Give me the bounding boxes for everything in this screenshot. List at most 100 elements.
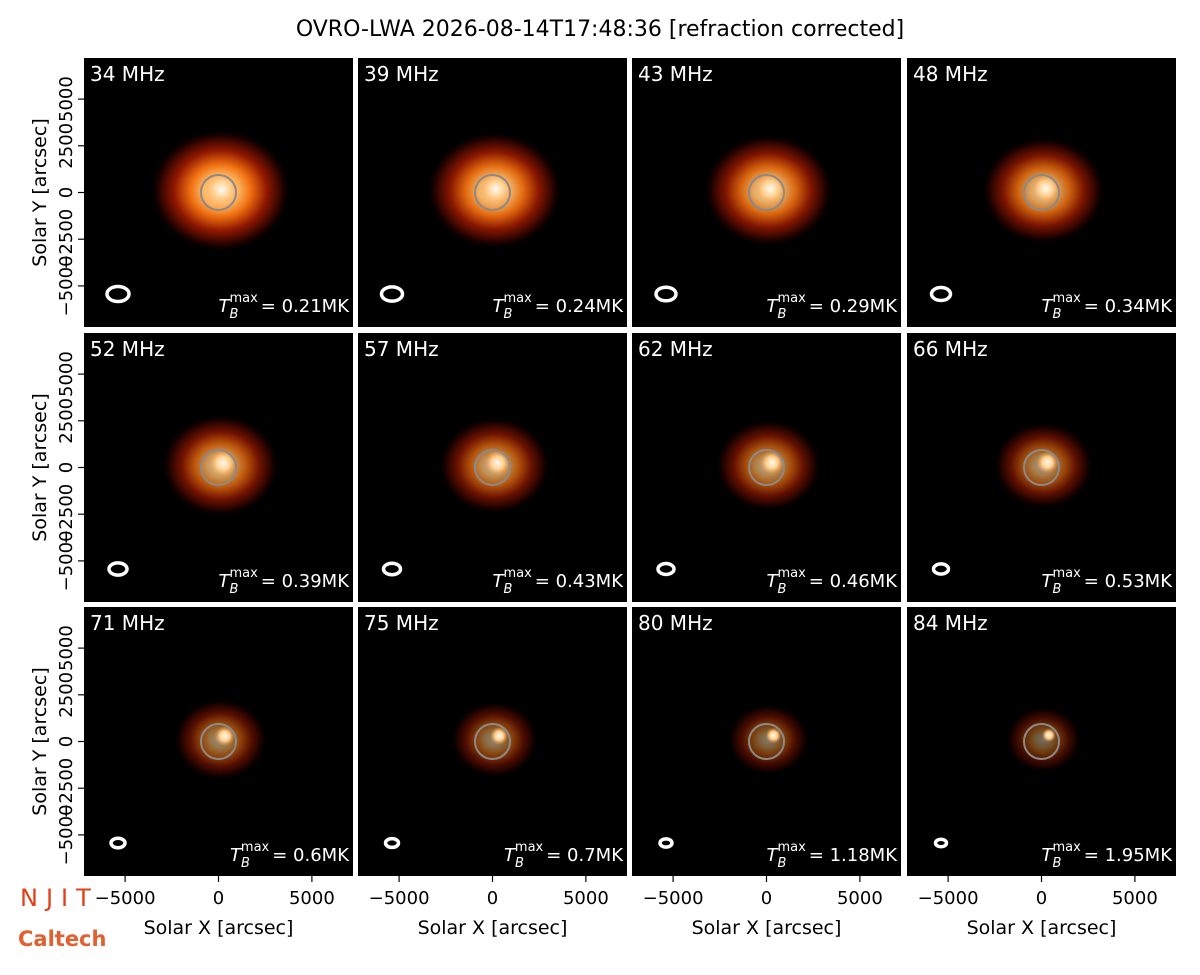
y-tick-label: 5000	[56, 351, 77, 397]
tb-sub: B	[515, 856, 524, 871]
tb-max-label: TBmax = 0.43MK	[493, 566, 625, 597]
panel: 62 MHz TBmax = 0.46MK	[632, 333, 901, 602]
tb-value: = 0.39MK	[261, 571, 350, 592]
panel-title: 57 MHz	[364, 337, 439, 361]
emission-core	[214, 726, 235, 747]
panel: 75 MHz TBmax = 0.7MK	[358, 607, 627, 876]
panel-title: 52 MHz	[90, 337, 165, 361]
panel: 71 MHz TBmax = 0.6MK	[84, 607, 353, 876]
emission-core	[1041, 728, 1056, 743]
tb-symbol: T	[493, 296, 506, 317]
tb-sub: B	[1053, 307, 1062, 322]
panel-title: 71 MHz	[90, 611, 165, 635]
beam	[109, 836, 127, 850]
x-axis-label: Solar X [arcsec]	[692, 917, 842, 939]
y-tick-label: −5000	[56, 804, 77, 865]
beam	[931, 562, 951, 576]
solar-limb	[748, 723, 785, 760]
solar-limb	[474, 174, 511, 211]
y-tick-label: 2500	[56, 672, 77, 718]
beam	[381, 561, 403, 577]
solar-limb	[200, 174, 237, 211]
panel-title: 75 MHz	[364, 611, 439, 635]
tb-max-label: TBmax = 1.18MK	[767, 840, 899, 871]
x-axis-label: Solar X [arcsec]	[967, 917, 1117, 939]
tb-symbol: T	[767, 571, 780, 592]
tb-value: = 0.21MK	[261, 296, 350, 317]
panel: 84 MHz TBmax = 1.95MK	[907, 607, 1176, 876]
x-tick-label: −5000	[95, 888, 156, 909]
tb-sup: max	[229, 291, 258, 306]
tb-value: = 0.7MK	[546, 845, 624, 866]
tb-sub: B	[1053, 582, 1062, 597]
y-tick-label: 5000	[56, 625, 77, 671]
tb-symbol: T	[219, 571, 232, 592]
beam	[654, 285, 678, 303]
emission-core	[1030, 173, 1061, 204]
y-tick-label: 2500	[56, 123, 77, 169]
y-axis-label: Solar Y [arcsec]	[29, 118, 51, 266]
tb-value: = 0.34MK	[1084, 296, 1173, 317]
y-tick-label: −2500	[56, 484, 77, 545]
tb-value: = 1.18MK	[809, 845, 898, 866]
tb-sub: B	[778, 307, 787, 322]
y-tick-label: 0	[56, 736, 77, 747]
y-tick-label: −5000	[56, 530, 77, 591]
solar-limb	[200, 449, 237, 486]
logo-caltech: Caltech	[18, 927, 106, 951]
panel-title: 34 MHz	[90, 62, 165, 86]
beam	[929, 285, 953, 303]
x-tick-label: 5000	[289, 888, 335, 909]
beam	[383, 836, 401, 850]
y-tick-label: 0	[56, 462, 77, 473]
tb-sub: B	[778, 856, 787, 871]
tb-value: = 1.95MK	[1084, 845, 1173, 866]
tb-sup: max	[777, 566, 806, 581]
tb-sup: max	[241, 840, 270, 855]
tb-value: = 0.24MK	[535, 296, 624, 317]
tb-sup: max	[777, 840, 806, 855]
tb-max-label: TBmax = 0.39MK	[219, 566, 351, 597]
tb-symbol: T	[1042, 296, 1055, 317]
tb-sub: B	[1053, 856, 1062, 871]
tb-sub: B	[504, 582, 513, 597]
tb-sup: max	[1052, 566, 1081, 581]
x-tick-label: 0	[487, 888, 498, 909]
x-axis-label: Solar X [arcsec]	[144, 917, 294, 939]
tb-symbol: T	[493, 571, 506, 592]
tb-value: = 0.46MK	[809, 571, 898, 592]
tb-sub: B	[504, 307, 513, 322]
tb-sup: max	[503, 566, 532, 581]
tb-max-label: TBmax = 1.95MK	[1042, 840, 1174, 871]
panel: 34 MHz TBmax = 0.21MK	[84, 58, 353, 327]
tb-symbol: T	[219, 296, 232, 317]
x-tick-label: 5000	[1112, 888, 1158, 909]
beam	[379, 285, 405, 303]
x-tick-label: 5000	[837, 888, 883, 909]
tb-sub: B	[230, 582, 239, 597]
panel-title: 62 MHz	[638, 337, 713, 361]
tb-max-label: TBmax = 0.6MK	[230, 840, 350, 871]
tb-value: = 0.6MK	[272, 845, 350, 866]
panel: 52 MHz TBmax = 0.39MK	[84, 333, 353, 602]
panel: 39 MHz TBmax = 0.24MK	[358, 58, 627, 327]
emission-core	[484, 450, 511, 476]
x-tick-label: −5000	[918, 888, 979, 909]
figure-title: OVRO-LWA 2026-08-14T17:48:36 [refraction…	[296, 17, 904, 42]
y-tick-label: 0	[56, 187, 77, 198]
panel: 57 MHz TBmax = 0.43MK	[358, 333, 627, 602]
panel-title: 66 MHz	[913, 337, 988, 361]
y-tick-label: 5000	[56, 76, 77, 122]
tb-sub: B	[241, 856, 250, 871]
beam	[933, 837, 949, 849]
emission-core	[765, 727, 782, 744]
tb-max-label: TBmax = 0.53MK	[1042, 566, 1174, 597]
panel-title: 43 MHz	[638, 62, 713, 86]
tb-value: = 0.43MK	[535, 571, 624, 592]
tb-max-label: TBmax = 0.21MK	[219, 291, 351, 322]
tb-value: = 0.53MK	[1084, 571, 1173, 592]
tb-symbol: T	[767, 845, 780, 866]
tb-sup: max	[229, 566, 258, 581]
panel: 80 MHz TBmax = 1.18MK	[632, 607, 901, 876]
